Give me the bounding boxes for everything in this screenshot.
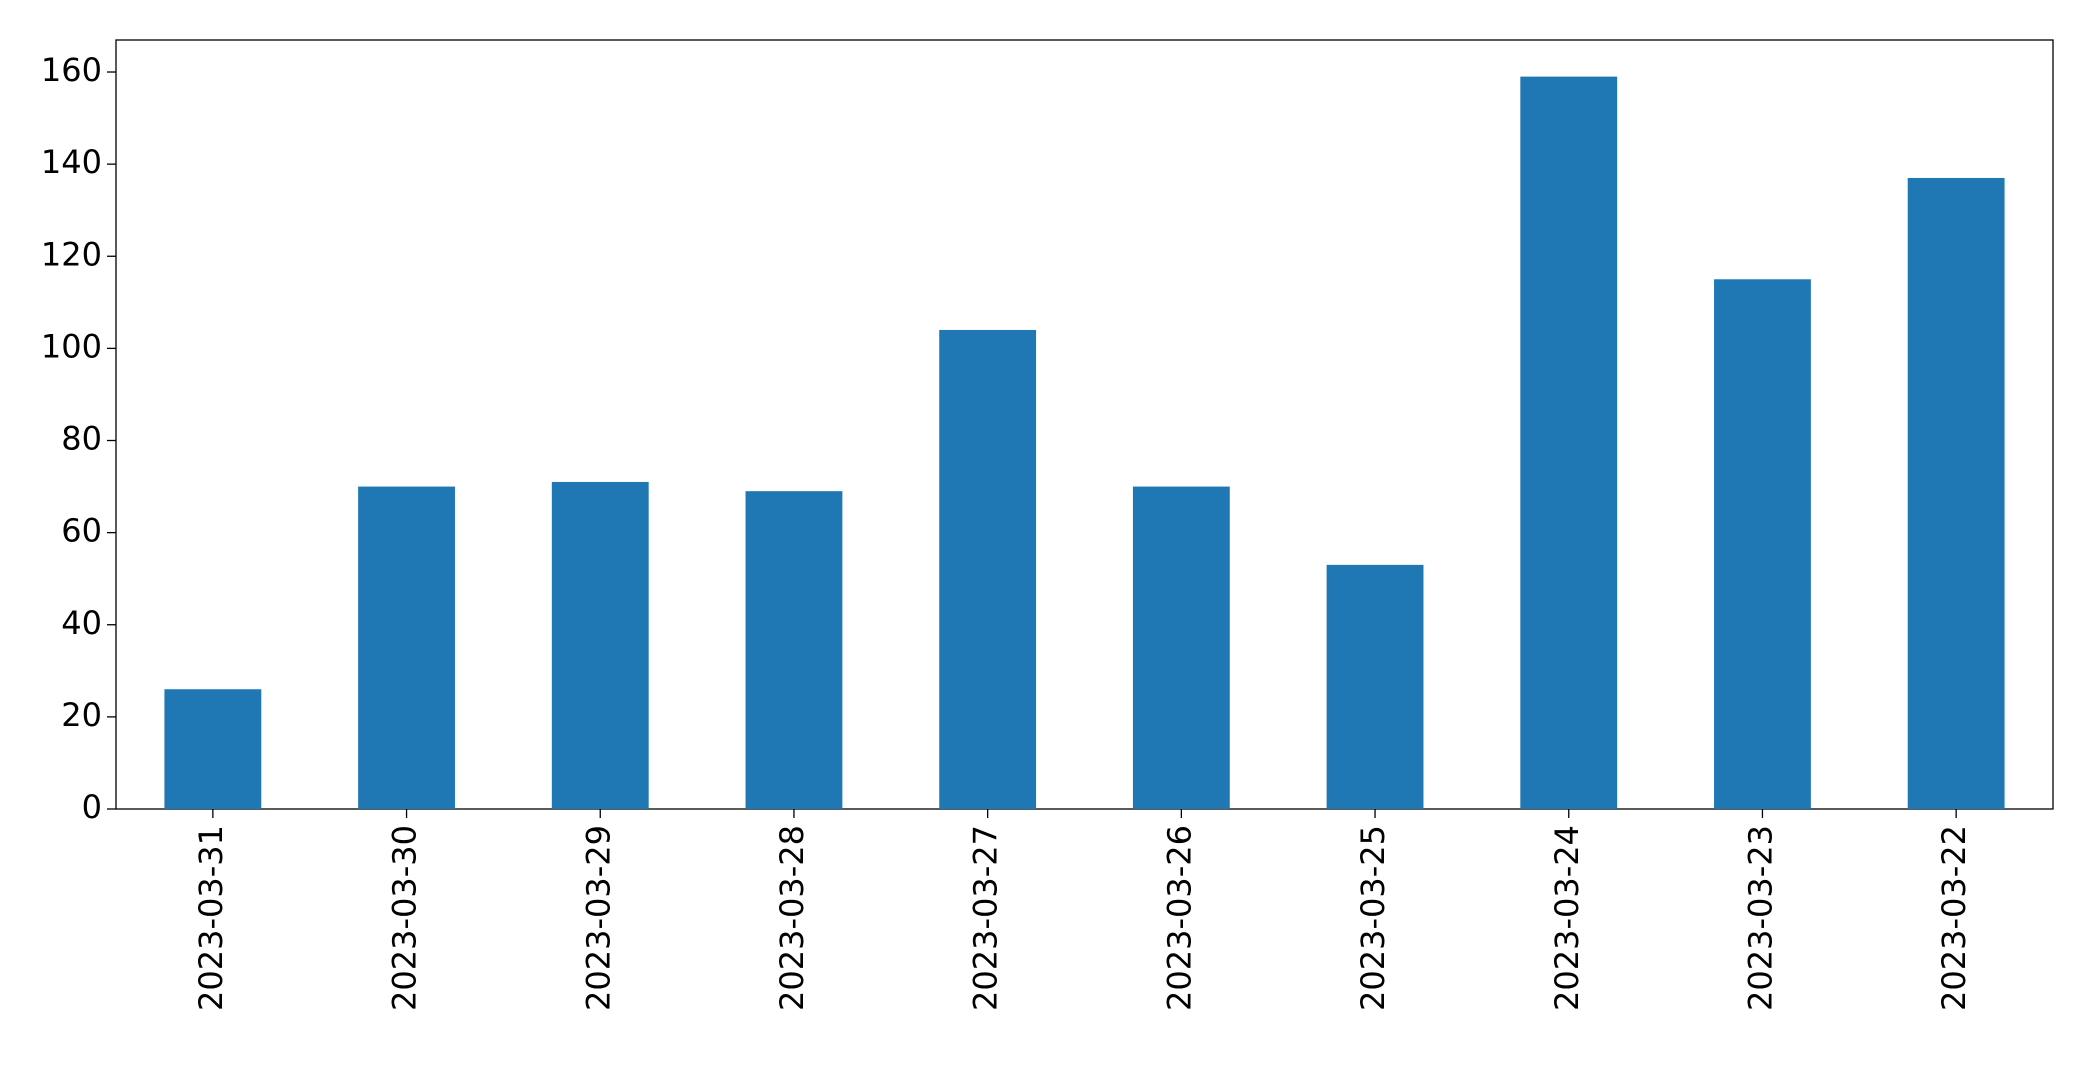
x-tick-label: 2023-03-27 <box>967 825 1005 1011</box>
bar <box>1520 76 1618 810</box>
bar <box>939 329 1037 809</box>
y-tick-label: 100 <box>41 327 102 365</box>
y-tick-label: 0 <box>82 788 102 826</box>
bar <box>1326 564 1424 809</box>
x-tick-label: 2023-03-26 <box>1160 825 1198 1011</box>
x-tick-label: 2023-03-22 <box>1935 825 1973 1011</box>
x-tick-label: 2023-03-30 <box>386 825 424 1011</box>
y-tick-label: 40 <box>61 604 102 642</box>
x-tick-label: 2023-03-31 <box>192 825 230 1011</box>
x-tick-label: 2023-03-28 <box>773 825 811 1011</box>
x-tick-label: 2023-03-24 <box>1548 825 1586 1011</box>
x-tick-label: 2023-03-23 <box>1741 825 1779 1011</box>
y-tick-label: 120 <box>41 235 102 273</box>
bar <box>358 486 455 809</box>
bar <box>1907 177 2005 809</box>
y-tick-label: 20 <box>61 696 102 734</box>
bar <box>551 481 649 809</box>
bar <box>164 689 262 809</box>
y-tick-label: 60 <box>61 512 102 550</box>
bar <box>1132 486 1230 809</box>
bar <box>745 491 843 809</box>
x-tick-label: 2023-03-25 <box>1354 825 1392 1011</box>
plot-frame <box>115 39 2054 810</box>
x-tick-label: 2023-03-29 <box>579 825 617 1011</box>
y-tick-label: 140 <box>41 143 102 181</box>
bar <box>1714 279 1811 809</box>
y-tick-label: 160 <box>41 51 102 89</box>
y-tick-label: 80 <box>61 420 102 458</box>
